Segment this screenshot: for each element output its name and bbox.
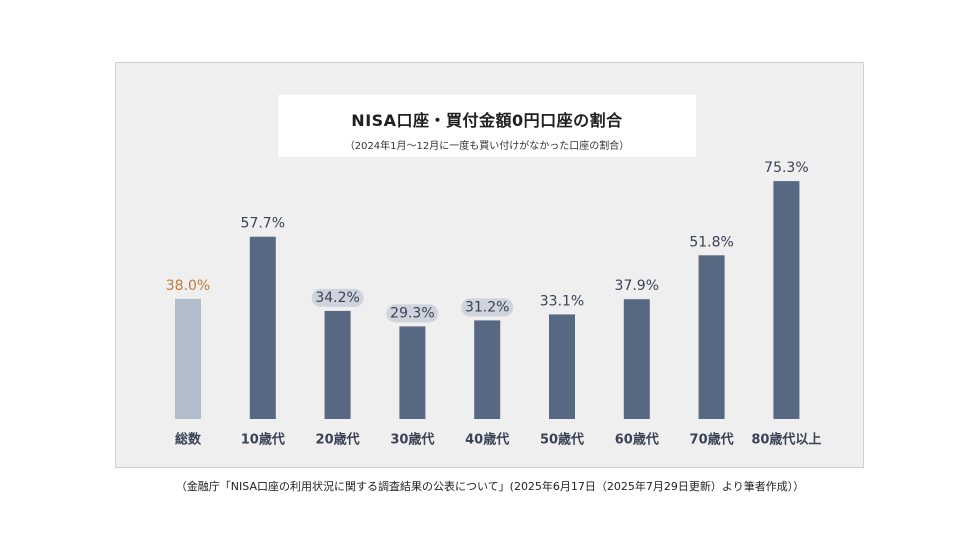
value-label: 51.8% [689,234,733,250]
category-label: 20歳代 [316,432,360,448]
category-label: 50歳代 [540,432,584,448]
category-label: 40歳代 [465,432,509,448]
value-label: 29.3% [390,305,434,321]
category-label: 80歳代以上 [751,432,821,448]
value-label-highlight [386,304,439,323]
bar-50歳代 [549,314,575,419]
source-note: （金融庁「NISA口座の利用状況に関する調査結果の公表について」(2025年6月… [175,480,805,493]
bar-総数 [175,298,201,419]
bar-30歳代 [399,326,426,419]
category-label: 総数 [175,432,202,448]
bar-40歳代 [474,320,501,419]
value-label: 75.3% [764,160,808,176]
value-label: 37.9% [615,278,659,294]
bar-20歳代 [324,310,351,419]
value-label-highlight [461,298,514,317]
chart-title: NISA口座・買付金額0円口座の割合 [351,111,623,130]
value-label: 34.2% [315,290,359,306]
chart-subtitle: （2024年1月～12月に一度も買い付けがなかった口座の割合） [344,141,630,152]
bar-60歳代 [623,299,650,419]
bar-80歳代以上 [773,181,800,419]
category-label: 10歳代 [241,432,285,448]
bar-70歳代 [698,255,725,419]
value-label-highlight [311,288,364,307]
category-label: 70歳代 [690,432,734,448]
value-label: 31.2% [465,299,509,315]
value-label: 33.1% [540,293,584,309]
category-label: 60歳代 [615,432,659,448]
value-label: 57.7% [241,216,285,232]
category-label: 30歳代 [390,432,434,448]
title-box: NISA口座・買付金額0円口座の割合 （2024年1月～12月に一度も買い付けが… [278,95,696,157]
bar-10歳代 [249,236,276,419]
value-label: 38.0% [166,278,210,294]
